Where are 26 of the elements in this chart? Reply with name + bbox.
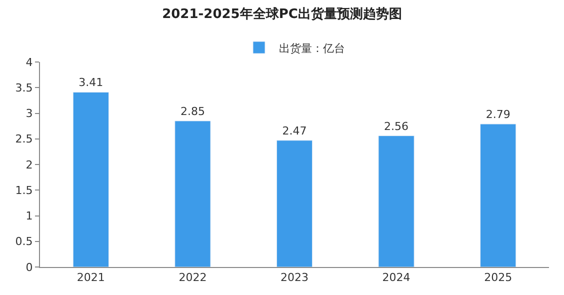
bar	[480, 124, 516, 267]
y-tick-label: 1.5	[15, 184, 33, 197]
bar	[174, 120, 211, 267]
y-tick-label: 2	[26, 158, 33, 172]
x-tick-label: 2024	[382, 271, 410, 284]
x-tick-label: 2025	[484, 271, 512, 284]
chart-title: 2021-2025年全球PC出货量预测趋势图	[162, 6, 402, 22]
data-label: 3.41	[78, 76, 104, 90]
legend-label: 出货量：亿台	[279, 42, 345, 55]
y-tick-label: 2.5	[15, 132, 33, 146]
x-tick-label: 2022	[178, 271, 207, 284]
y-tick-label: 0.5	[15, 235, 33, 248]
data-label: 2.79	[486, 108, 510, 122]
y-tick-label: 3	[26, 107, 33, 120]
data-label: 2.47	[282, 124, 307, 138]
y-tick-label: 1	[26, 210, 33, 223]
y-tick-label: 3.5	[15, 81, 33, 94]
y-tick-label: 4	[26, 56, 33, 69]
x-tick-label: 2021	[76, 271, 105, 284]
bar	[72, 92, 109, 267]
x-tick-label: 2023	[280, 271, 308, 284]
data-label: 2.85	[180, 104, 205, 118]
bar	[276, 140, 313, 267]
data-label: 2.56	[384, 120, 409, 133]
y-tick-label: 0	[26, 260, 33, 274]
bar	[378, 136, 414, 267]
